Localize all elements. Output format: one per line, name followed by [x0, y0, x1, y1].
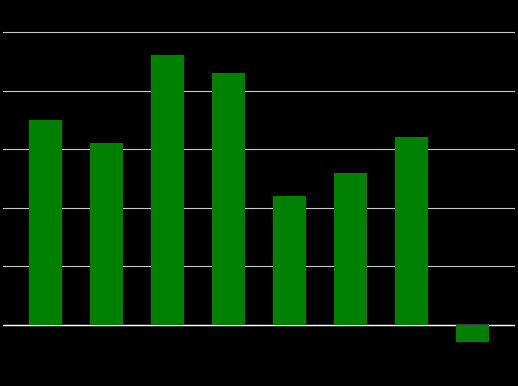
Bar	[456, 325, 490, 342]
Bar	[334, 173, 367, 325]
Bar	[395, 137, 428, 325]
Bar	[272, 196, 306, 325]
Bar	[151, 56, 184, 325]
Bar	[28, 120, 62, 325]
Bar	[90, 143, 123, 325]
Bar	[212, 73, 246, 325]
